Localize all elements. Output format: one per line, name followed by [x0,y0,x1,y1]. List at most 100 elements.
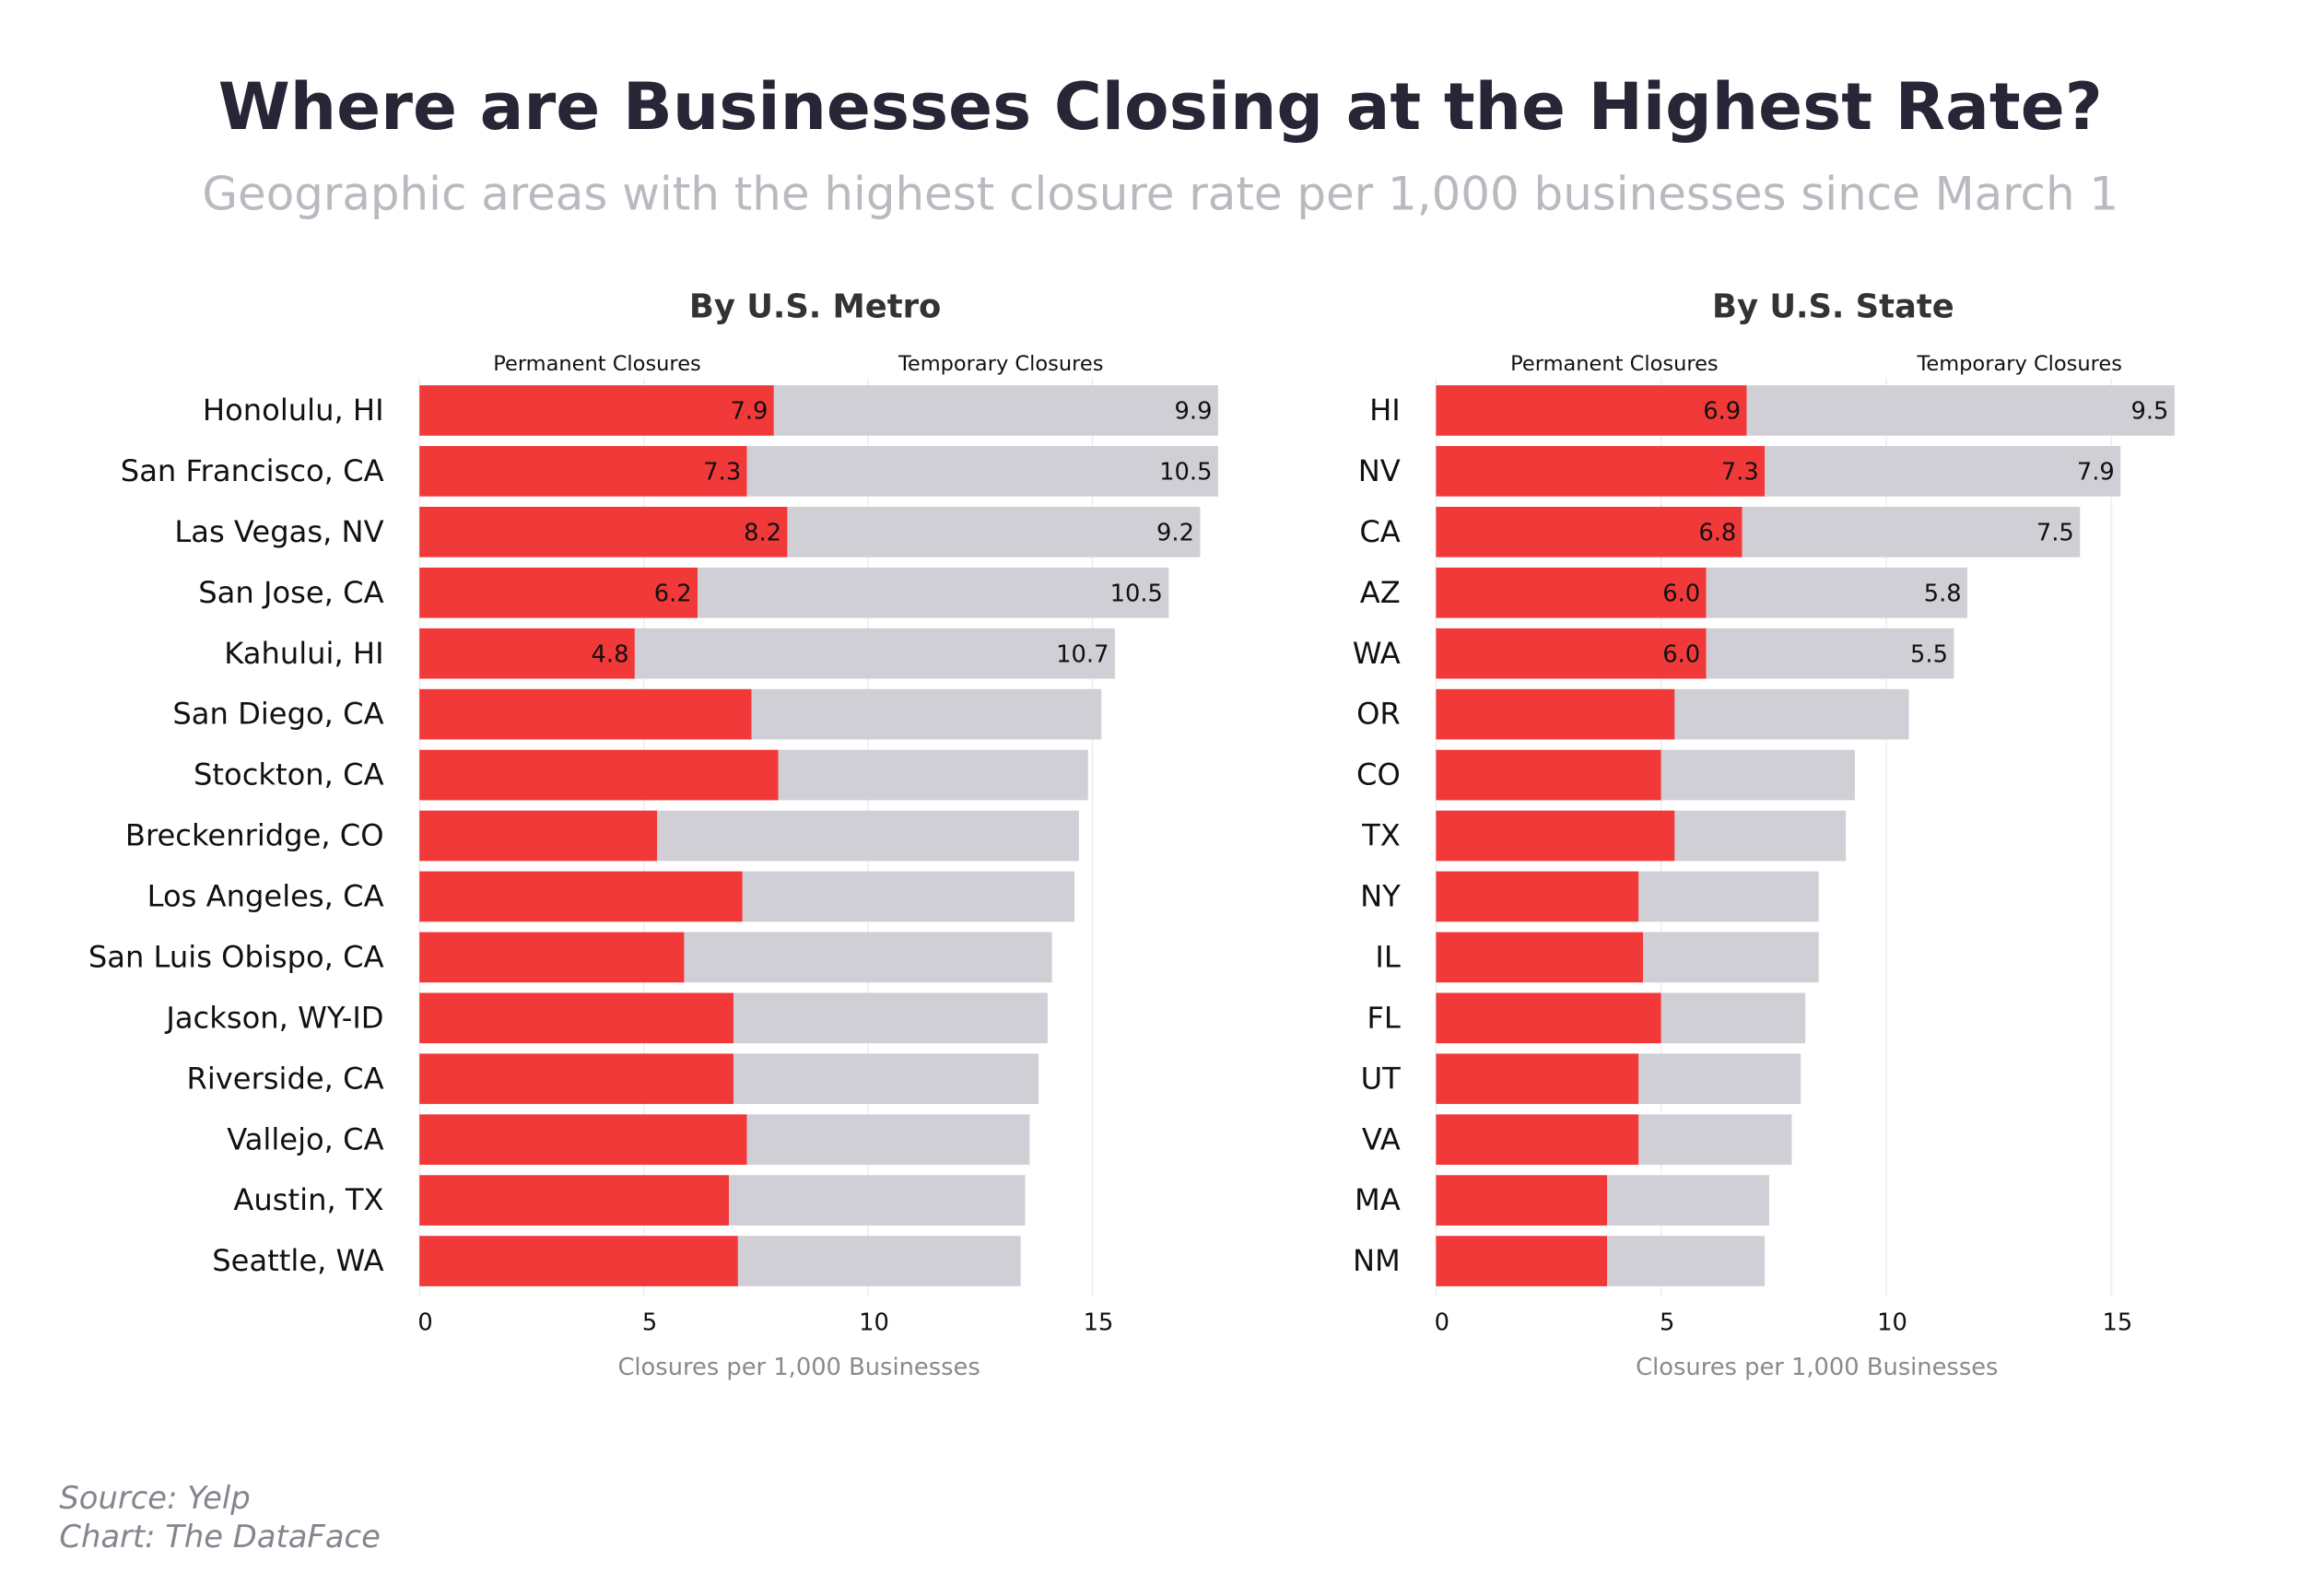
bar-segment [419,1114,747,1166]
value-label: 10.7 [1056,640,1109,668]
value-label: 7.9 [2077,459,2115,487]
bar-segment [1436,385,1747,436]
bar-segment [1674,688,1909,740]
subtitle: Geographic areas with the highest closur… [202,167,2118,220]
bar-segment [1436,1236,1608,1286]
x-tick-label: 0 [1435,1309,1449,1337]
bar-segment [1436,506,1743,557]
bar-segment [419,628,635,679]
bar-segment [778,749,1088,801]
bar-segment [773,385,1218,436]
bar-segment [1436,446,1766,497]
bar-segment [419,506,788,557]
y-tick-label: IL [1375,939,1400,974]
bar-segment [746,1114,1030,1166]
bar-segment [657,810,1079,862]
y-tick-label: Breckenridge, CO [125,818,384,853]
y-tick-label: Honolulu, HI [203,393,384,428]
bar-segment [1607,1175,1770,1226]
bar-segment [746,446,1218,497]
bar-segment [729,1175,1026,1226]
bar-segment [742,871,1075,922]
bar-segment [733,1053,1039,1105]
bar-segment [1765,446,2121,497]
y-tick-label: AZ [1360,575,1401,610]
bar-segment [419,810,658,862]
y-tick-label: San Diego, CA [172,697,383,732]
value-label: 6.0 [1662,580,1700,607]
y-tick-label: NM [1353,1243,1401,1278]
y-tick-label: UT [1361,1061,1402,1096]
y-tick-label: Kahului, HI [224,636,383,671]
bar-segment [419,749,779,801]
y-tick-label: TX [1361,818,1401,853]
bar-segment [1638,1053,1801,1105]
bar-segment [1436,688,1675,740]
y-tick-label: Jackson, WY-ID [164,1000,383,1035]
value-label: 8.2 [744,519,781,546]
value-label: 7.3 [1721,459,1759,487]
value-label: 9.2 [1156,519,1194,546]
bar-segment [419,567,698,618]
legend-entry: Temporary Closures [1916,352,2122,376]
x-tick-label: 15 [2103,1309,2133,1337]
legend-entry: Permanent Closures [1510,352,1719,376]
bar-segment [1436,567,1707,618]
y-tick-label: Stockton, CA [194,757,384,792]
bar-segment [419,871,743,922]
x-axis-label: Closures per 1,000 Businesses [617,1354,980,1381]
y-tick-label: San Francisco, CA [121,453,384,488]
bar-segment [1638,871,1819,922]
bar-segment [1436,749,1661,801]
value-label: 7.3 [703,459,741,487]
bar-segment [751,688,1102,740]
bar-segment [1436,628,1707,679]
bar-segment [419,932,685,983]
bar-segment [1436,1053,1639,1105]
x-tick-label: 10 [1877,1309,1907,1337]
bar-segment [1436,932,1644,983]
bar-segment [1746,385,2175,436]
bar-segment [787,506,1201,557]
y-tick-label: VA [1362,1121,1401,1156]
bar-segment [698,567,1169,618]
bar-segment [1643,932,1819,983]
bar-segment [419,1175,730,1226]
bar-segment [1436,992,1661,1044]
bar-segment [1660,749,1855,801]
value-label: 6.0 [1662,640,1700,668]
x-tick-label: 0 [417,1309,432,1337]
y-tick-label: FL [1367,1000,1400,1035]
bar-segment [1742,506,2081,557]
y-tick-label: Riverside, CA [186,1061,383,1096]
bar-segment [1706,628,1954,679]
value-label: 6.9 [1703,398,1741,426]
panel-title: By U.S. State [1712,288,1954,325]
bar-segment [1607,1236,1766,1286]
value-label: 7.9 [730,398,768,426]
x-tick-label: 10 [859,1309,889,1337]
y-tick-label: Los Angeles, CA [147,879,384,914]
y-tick-label: Las Vegas, NV [174,514,383,549]
y-tick-label: WA [1353,636,1401,671]
credit: Chart: The DataFace [59,1519,381,1555]
y-tick-label: Seattle, WA [212,1243,383,1278]
bar-segment [419,446,747,497]
panel-title: By U.S. Metro [689,288,941,325]
bar-segment [419,992,734,1044]
title: Where are Businesses Closing at the High… [218,68,2103,145]
legend-entry: Temporary Closures [898,352,1104,376]
bar-segment [1436,1175,1608,1226]
y-tick-label: CO [1356,757,1401,792]
y-tick-label: Austin, TX [233,1182,383,1217]
bar-segment [1638,1114,1792,1166]
bar-segment [419,385,774,436]
y-tick-label: San Luis Obispo, CA [88,939,384,974]
value-label: 6.2 [654,580,692,607]
x-tick-label: 15 [1084,1309,1114,1337]
bar-segment [1436,1114,1639,1166]
bar-segment [1674,810,1847,862]
value-label: 4.8 [592,640,629,668]
